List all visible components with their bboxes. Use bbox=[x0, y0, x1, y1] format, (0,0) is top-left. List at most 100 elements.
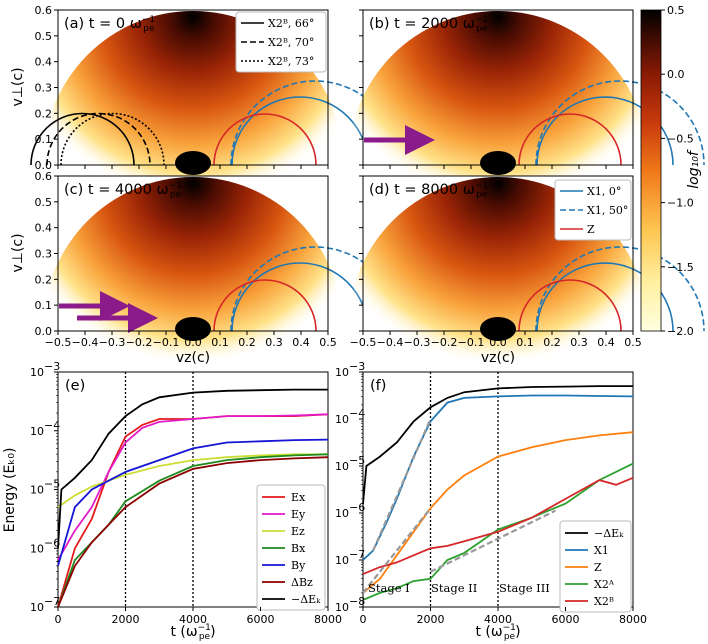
x-tick-label: 0 bbox=[55, 613, 62, 626]
legend-a-item: X2ᴮ, 66° bbox=[268, 17, 314, 30]
legend-item: Bx bbox=[291, 542, 306, 555]
legend-a-item: X2ᴮ, 70° bbox=[268, 36, 314, 49]
legend-d-item: Z bbox=[587, 223, 595, 236]
panel-f: (f) −ΔEₖ X1 Z X2ᴬ X2ᴮ Stage I Stage II Stage… bbox=[362, 371, 634, 613]
y-tick-label: 0.4 bbox=[35, 56, 53, 69]
y-tick-exponent: −5 bbox=[44, 478, 60, 491]
series-line-Ey bbox=[57, 413, 329, 561]
x-tick-label: −0.1 bbox=[458, 336, 485, 349]
panel-b-title: (b) t = 2000 ω−1 pe bbox=[369, 15, 488, 34]
x-tick-label: 0.4 bbox=[292, 336, 310, 349]
colorbar-tick-label: −2.0 bbox=[667, 325, 694, 338]
x-tick-label: 6000 bbox=[247, 613, 275, 626]
colorbar-tick-label: −1.5 bbox=[667, 261, 694, 274]
legend-d: X1, 0° X1, 50° Z bbox=[554, 179, 632, 241]
legend-item: Ey bbox=[291, 508, 306, 521]
panel-e-series bbox=[57, 372, 329, 608]
y-tick-label: 10 bbox=[30, 542, 44, 555]
x-tick-label: 2000 bbox=[417, 613, 445, 626]
y-tick-label: 10 bbox=[335, 507, 349, 520]
legend-item: Ex bbox=[291, 491, 306, 504]
colorbar-tick-label: 0.0 bbox=[667, 68, 685, 81]
x-tick-label: 6000 bbox=[552, 613, 580, 626]
legend-item: ΔBz bbox=[291, 576, 313, 589]
panel-cd-ylabel: v⊥(c) bbox=[10, 233, 26, 272]
series-line-Bx bbox=[57, 453, 329, 608]
y-tick-label: 0.0 bbox=[35, 325, 53, 338]
panel-ab-ylabel: v⊥(c) bbox=[10, 67, 26, 106]
y-tick-label: 10 bbox=[335, 413, 349, 426]
y-tick-exponent: −7 bbox=[349, 548, 365, 561]
fit-line bbox=[372, 418, 432, 552]
panel-d-title: (d) t = 8000 ω−1 pe bbox=[369, 181, 488, 200]
legend-item: X1 bbox=[594, 544, 609, 557]
x-tick-label: 0.2 bbox=[238, 336, 256, 349]
panel-e-ylabel: Energy (Eₖ₀) bbox=[2, 448, 18, 533]
x-tick-label: −0.4 bbox=[72, 336, 99, 349]
x-tick-label: −0.3 bbox=[404, 336, 431, 349]
legend-a-item: X2ᴮ, 73° bbox=[268, 55, 314, 68]
x-tick-label: 0.3 bbox=[570, 336, 588, 349]
y-tick-exponent: −5 bbox=[349, 454, 365, 467]
y-tick-label: 0.5 bbox=[35, 30, 53, 43]
legend-item: X2ᴬ bbox=[594, 578, 615, 591]
panel-a-core bbox=[175, 151, 211, 175]
y-tick-exponent: −3 bbox=[44, 360, 60, 373]
legend-d-item: X1, 50° bbox=[587, 204, 628, 217]
series-line-Z bbox=[362, 431, 634, 594]
x-tick-label: 8000 bbox=[619, 613, 647, 626]
colorbar-label: log₁₀f bbox=[686, 149, 702, 189]
colorbar-ticks: 0.5 0.0 −0.5 −1.0 −1.5 −2.0 bbox=[661, 4, 694, 338]
x-tick-label: 8000 bbox=[314, 613, 342, 626]
legend-item: Ez bbox=[291, 525, 305, 538]
x-tick-label: 0.0 bbox=[184, 336, 202, 349]
x-tick-label: 0.1 bbox=[211, 336, 229, 349]
x-tick-label: 0.1 bbox=[516, 336, 534, 349]
series-line-ΔBz bbox=[57, 456, 329, 608]
x-tick-label: −0.1 bbox=[153, 336, 180, 349]
legend-item: By bbox=[291, 559, 306, 572]
y-tick-label: 10 bbox=[30, 601, 44, 614]
legend-box bbox=[256, 484, 326, 611]
x-tick-label: 0 bbox=[360, 613, 367, 626]
legend-d-item: X1, 0° bbox=[587, 185, 621, 198]
y-tick-exponent: −7 bbox=[44, 595, 60, 608]
x-tick-label: −0.5 bbox=[45, 336, 72, 349]
y-tick-exponent: −8 bbox=[349, 595, 365, 608]
y-tick-label: 0.0 bbox=[35, 159, 53, 172]
legend-item: −ΔEₖ bbox=[291, 593, 321, 606]
panel-f-title: (f) bbox=[370, 378, 386, 394]
x-tick-label: −0.5 bbox=[350, 336, 377, 349]
y-tick-label: 10 bbox=[335, 460, 349, 473]
x2b-73-curve bbox=[60, 112, 165, 166]
stage-label: Stage II bbox=[431, 581, 477, 595]
panel-f-xlabel: t (ω−1 pe) bbox=[475, 623, 520, 642]
y-tick-label: 0.3 bbox=[35, 82, 53, 95]
y-tick-label: 10 bbox=[335, 601, 349, 614]
colorbar-tick-label: −1.0 bbox=[667, 197, 694, 210]
x-tick-label: −0.2 bbox=[126, 336, 153, 349]
y-tick-label: 0.1 bbox=[35, 299, 53, 312]
y-tick-exponent: −6 bbox=[44, 536, 60, 549]
panel-c-xlabel: vz(c) bbox=[176, 350, 210, 366]
series-line-X2B bbox=[362, 476, 634, 575]
panel-a-title: (a) t = 0 ω−1 pe bbox=[64, 15, 155, 34]
x-tick-label: −0.4 bbox=[377, 336, 404, 349]
legend-item: Z bbox=[594, 561, 602, 574]
y-tick-label: 0.5 bbox=[35, 196, 53, 209]
x-tick-label: 0.3 bbox=[265, 336, 283, 349]
fit-line bbox=[362, 507, 432, 594]
y-tick-label: 10 bbox=[335, 554, 349, 567]
legend-item: X2ᴮ bbox=[594, 595, 614, 608]
y-tick-label: 10 bbox=[335, 366, 349, 379]
y-tick-exponent: −3 bbox=[349, 360, 365, 373]
x-tick-label: 0.0 bbox=[489, 336, 507, 349]
panel-e-title: (e) bbox=[65, 378, 85, 394]
y-tick-label: 10 bbox=[30, 484, 44, 497]
y-tick-label: 10 bbox=[30, 425, 44, 438]
series-line-−ΔEk bbox=[362, 385, 633, 504]
colorbar: 0.5 0.0 −0.5 −1.0 −1.5 −2.0 log₁₀f bbox=[640, 4, 702, 338]
series-line-−ΔEk bbox=[57, 388, 328, 549]
